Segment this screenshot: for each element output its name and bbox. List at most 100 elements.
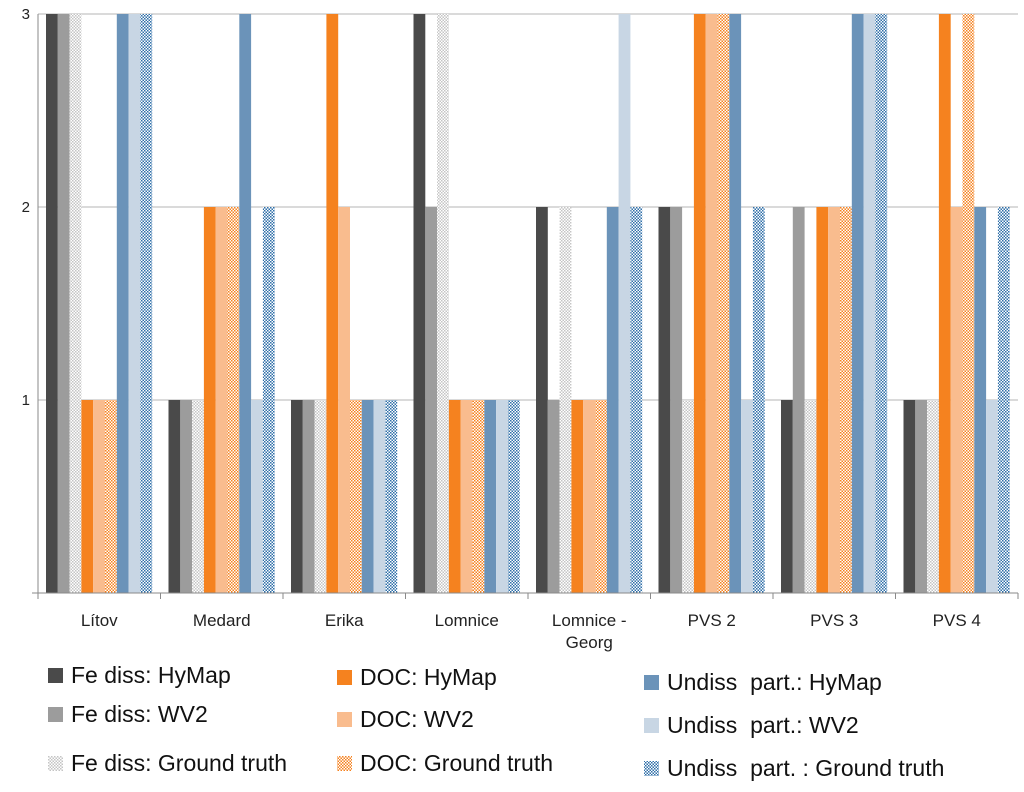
- bar-7-2: [927, 400, 939, 593]
- x-category-label: Lítov: [81, 611, 118, 630]
- bar-7-4: [950, 207, 963, 593]
- bar-3-2: [437, 14, 449, 593]
- bar-3-7: [496, 400, 508, 593]
- bar-0-6: [116, 14, 129, 593]
- bar-0-3: [81, 400, 94, 593]
- legend-label: DOC: HyMap: [360, 664, 497, 690]
- legend-swatch: [337, 670, 352, 685]
- legend-swatch: [48, 707, 63, 722]
- bar-7-7: [986, 400, 998, 593]
- x-category-label: PVS 3: [810, 611, 858, 630]
- bar-2-1: [302, 400, 315, 593]
- bar-5-8: [752, 207, 765, 593]
- bar-1-1: [180, 400, 193, 593]
- bar-0-1: [57, 14, 70, 593]
- bar-6-7: [863, 14, 876, 593]
- legend-label: Fe diss: Ground truth: [71, 750, 287, 776]
- bar-5-4: [705, 14, 718, 593]
- bar-0-4: [93, 400, 105, 593]
- bar-6-6: [851, 14, 864, 593]
- bar-2-8: [385, 400, 398, 593]
- bar-4-7: [618, 14, 631, 593]
- bar-5-0: [658, 207, 671, 593]
- bar-5-5: [717, 14, 730, 593]
- bar-3-1: [425, 207, 438, 593]
- bar-3-3: [448, 400, 461, 593]
- legend-swatch: [644, 761, 659, 776]
- legend-swatch: [644, 718, 659, 733]
- bar-7-3: [938, 14, 951, 593]
- bar-0-8: [140, 14, 153, 593]
- bar-2-6: [361, 400, 374, 593]
- legend-item: Fe diss: Ground truth: [48, 750, 287, 776]
- legend-label: Fe diss: HyMap: [71, 662, 231, 688]
- bar-3-4: [460, 400, 473, 593]
- legend-swatch: [48, 756, 63, 771]
- bar-1-5: [227, 207, 240, 593]
- bar-2-7: [373, 400, 386, 593]
- bar-3-0: [413, 14, 426, 593]
- bar-4-5: [595, 400, 607, 593]
- bar-3-6: [484, 400, 497, 593]
- x-category-label: Lomnice -Georg: [552, 611, 627, 652]
- legend-item: DOC: WV2: [337, 706, 474, 732]
- bar-6-4: [828, 207, 840, 593]
- axes: [32, 14, 1019, 599]
- bar-1-8: [262, 207, 275, 593]
- bar-6-8: [875, 14, 888, 593]
- bar-6-3: [816, 207, 829, 593]
- legend-swatch: [337, 712, 352, 727]
- legend-label: Undiss part.: WV2: [667, 712, 859, 738]
- bar-3-8: [507, 400, 520, 593]
- legend-item: Undiss part. : Ground truth: [644, 755, 944, 781]
- legend-item: Fe diss: HyMap: [48, 662, 231, 688]
- bar-4-6: [606, 207, 619, 593]
- bar-0-7: [128, 14, 141, 593]
- bar-5-2: [682, 400, 694, 593]
- bar-1-7: [251, 400, 263, 593]
- legend-item: Fe diss: WV2: [48, 701, 208, 727]
- bars: [46, 14, 1010, 593]
- x-category-label: PVS 2: [688, 611, 736, 630]
- legend-label: DOC: WV2: [360, 706, 474, 732]
- legend-swatch: [48, 668, 63, 683]
- legend-label: Undiss part.: HyMap: [667, 669, 882, 695]
- y-axis-ticks: 1 2 3: [22, 6, 30, 409]
- legend-item: Undiss part.: HyMap: [644, 669, 882, 695]
- x-category-label: PVS 4: [933, 611, 981, 630]
- y-tick-label-3: 3: [22, 6, 30, 23]
- legend-item: DOC: Ground truth: [337, 750, 553, 776]
- bar-5-1: [670, 207, 683, 593]
- bar-1-0: [168, 400, 181, 593]
- bar-4-2: [559, 207, 572, 593]
- legend-label: Fe diss: WV2: [71, 701, 208, 727]
- bar-6-0: [781, 400, 793, 593]
- bar-4-8: [630, 207, 643, 593]
- bar-2-4: [338, 207, 350, 593]
- bar-0-5: [105, 400, 117, 593]
- y-tick-label-2: 2: [22, 199, 30, 216]
- bar-4-1: [547, 400, 560, 593]
- category-labels: Lítov Medard Erika Lomnice Lomnice -Georg PVS…: [81, 611, 981, 652]
- legend-label: DOC: Ground truth: [360, 750, 553, 776]
- bar-6-1: [792, 207, 805, 593]
- bar-6-2: [804, 400, 817, 593]
- bar-2-3: [326, 14, 339, 593]
- legend-swatch: [337, 756, 352, 771]
- bar-7-6: [974, 207, 987, 593]
- bar-4-0: [536, 207, 548, 593]
- x-category-label: Medard: [193, 611, 251, 630]
- bar-7-0: [903, 400, 916, 593]
- x-category-label: Erika: [325, 611, 364, 630]
- bar-3-5: [472, 400, 485, 593]
- bar-1-3: [203, 207, 216, 593]
- bar-5-3: [693, 14, 706, 593]
- y-tick-label-1: 1: [22, 392, 30, 409]
- bar-1-2: [192, 400, 204, 593]
- x-category-label: Lomnice: [435, 611, 499, 630]
- bar-2-5: [350, 400, 362, 593]
- legend-item: Undiss part.: WV2: [644, 712, 859, 738]
- bar-7-8: [997, 207, 1010, 593]
- legend-item: DOC: HyMap: [337, 664, 497, 690]
